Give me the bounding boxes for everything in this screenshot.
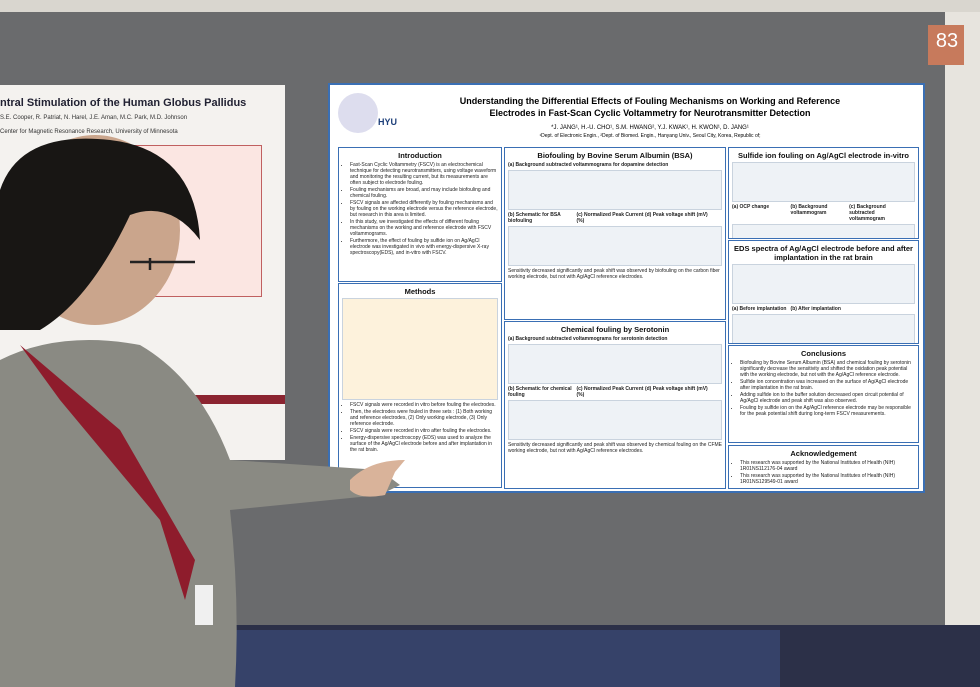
bullet-list: Biofouling by Bovine Serum Albumin (BSA)… <box>732 360 915 417</box>
figure-label: (c) Background subtracted voltammogram <box>849 204 886 222</box>
bullet: Then, the electrodes were fouled in thre… <box>350 409 498 427</box>
left-poster-affiliation: Center for Magnetic Resonance Research, … <box>0 129 178 135</box>
bullet: Adding sulfide ion to the buffer solutio… <box>740 392 915 404</box>
poster-title: Understanding the Differential Effects o… <box>459 96 841 118</box>
bullet: Energy-dispersive spectroscopy (EDS) was… <box>350 435 498 453</box>
bullet: Sulfide ion concentration was increased … <box>740 379 915 391</box>
methods-figure <box>342 298 498 400</box>
poster-section: Methods FSCV signals were recorded in vit… <box>338 283 502 488</box>
figure-labels: (a) OCP change (b) Background voltammogra… <box>732 204 915 222</box>
bullet: This research was supported by the Natio… <box>740 460 915 472</box>
figure <box>732 224 915 238</box>
bullet: In this study, we investigated the effec… <box>350 219 498 237</box>
figure <box>508 226 722 266</box>
figure-label: (b) After implantation <box>790 306 841 312</box>
board-number: 83 <box>935 30 959 52</box>
bullet: Fouling mechanisms are broad, and may in… <box>350 187 498 199</box>
figure-label: (b) Background voltammogram <box>790 204 828 216</box>
figure-labels: (a) Before implantation (b) After implant… <box>732 306 915 312</box>
figure-label: (c) Normalized Peak Current (%) <box>576 386 644 398</box>
figure <box>508 344 722 384</box>
figure-label: (b) Schematic for BSA biofouling <box>508 212 561 224</box>
poster-affiliation: ¹Dept. of Electronic Engin., ²Dept. of B… <box>539 133 761 139</box>
figure-label: (a) Before implantation <box>732 306 787 312</box>
figure-note: Sensitivity decreased significantly and … <box>508 268 720 280</box>
poster-section: Sulfide ion fouling on Ag/AgCl electrode… <box>728 147 919 239</box>
bullet: This research was supported by the Natio… <box>740 473 915 485</box>
poster-section: Conclusions Biofouling by Bovine Serum Al… <box>728 345 919 443</box>
figure-labels: (b) Schematic for BSA biofouling (c) Norm… <box>508 212 722 224</box>
poster-section: Chemical fouling by Serotonin (a) Backgro… <box>504 321 726 489</box>
figure <box>508 400 722 440</box>
bullet-list: This research was supported by the Natio… <box>732 460 915 485</box>
section-heading: Conclusions <box>800 349 846 358</box>
figure-label: (b) Schematic for chemical fouling <box>508 386 572 398</box>
bullet-list: FSCV signals were recorded in vitro befo… <box>342 402 498 453</box>
left-poster-authors: S.E. Cooper, R. Patriat, N. Harel, J.E. … <box>0 115 188 121</box>
section-heading: EDS spectra of Ag/AgCl electrode before … <box>734 244 913 262</box>
figure-caption: (a) Background subtracted voltammograms … <box>508 162 669 168</box>
bullet: Fouling by sulfide ion on the Ag/AgCl re… <box>740 405 915 417</box>
poster: HYU Understanding the Differential Effec… <box>328 83 925 493</box>
figure-caption: (a) Background subtracted voltammograms … <box>508 336 668 342</box>
figure-label: (d) Peak voltage shift (mV) <box>644 386 708 392</box>
figure-label: (c) Normalized Peak Current (%) <box>576 212 644 224</box>
poster-section: Biofouling by Bovine Serum Albumin (BSA)… <box>504 147 726 320</box>
section-heading: Sulfide ion fouling on Ag/AgCl electrode… <box>738 151 909 160</box>
bullet: FSCV signals were recorded in vitro befo… <box>350 402 498 408</box>
figure-labels: (b) Schematic for chemical fouling (c) No… <box>508 386 722 398</box>
poster-section: Acknowledgement This research was support… <box>728 445 919 489</box>
figure-label: (d) Peak voltage shift (mV) <box>644 212 708 218</box>
bullet: Furthermore, the effect of fouling by su… <box>350 238 498 256</box>
section-heading: Chemical fouling by Serotonin <box>560 325 670 334</box>
figure <box>508 170 722 210</box>
section-heading: Methods <box>404 287 436 296</box>
figure <box>732 264 915 304</box>
bullet: Biofouling by Bovine Serum Albumin (BSA)… <box>740 360 915 378</box>
logo-brain <box>338 93 378 133</box>
bullet: FSCV signals were recorded in vitro afte… <box>350 428 498 434</box>
figure <box>732 314 915 343</box>
section-heading: Introduction <box>398 151 442 160</box>
figure-note: Sensitivity decreased significantly and … <box>508 442 722 454</box>
figure <box>732 162 915 202</box>
poster-section: EDS spectra of Ag/AgCl electrode before … <box>728 240 919 344</box>
left-poster-title: ntral Stimulation of the Human Globus Pa… <box>0 97 247 109</box>
poster-authors: *J. JANG¹, H.-U. CHO¹, S.M. HWANG², Y.J.… <box>551 125 749 131</box>
bullet-list: Fast-Scan Cyclic Voltammetry (FSCV) is a… <box>342 162 498 256</box>
bullet: FSCV signals are affected differently by… <box>350 200 498 218</box>
bullet: Fast-Scan Cyclic Voltammetry (FSCV) is a… <box>350 162 498 186</box>
poster-section: Introduction Fast-Scan Cyclic Voltammetry… <box>338 147 502 282</box>
section-heading: Acknowledgement <box>790 449 857 458</box>
figure-label: (a) OCP change <box>732 204 770 210</box>
logo: HYU <box>378 117 398 127</box>
section-heading: Biofouling by Bovine Serum Albumin (BSA) <box>537 151 693 160</box>
